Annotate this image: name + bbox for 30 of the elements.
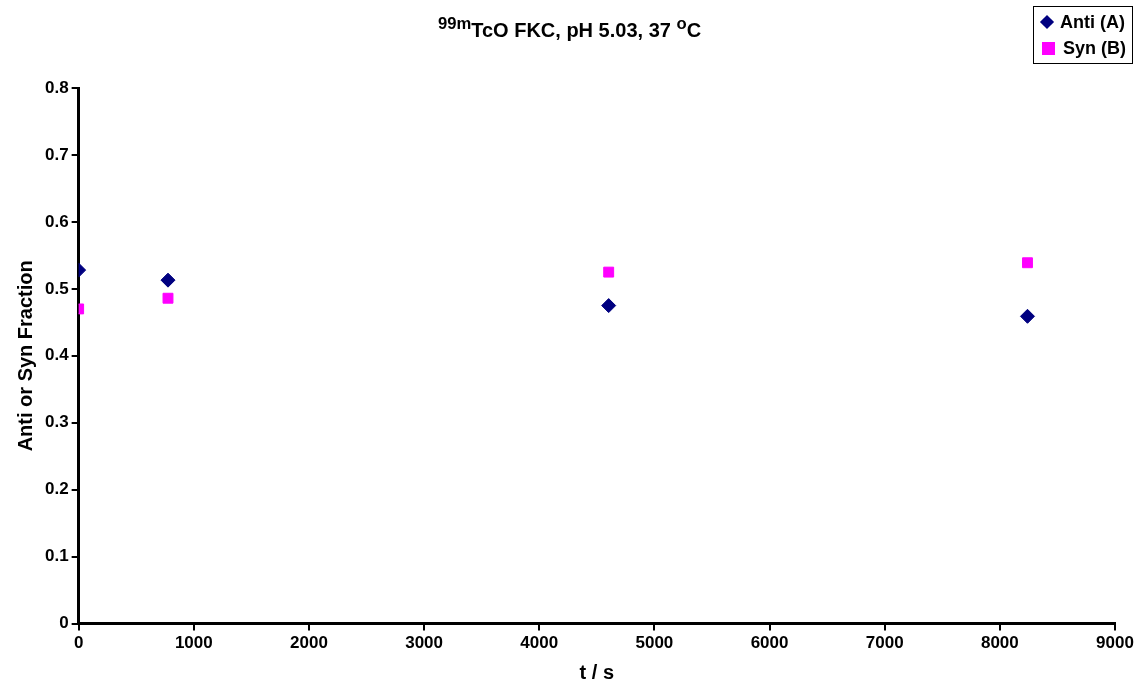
- y-tick-label: 0.7: [44, 144, 69, 164]
- y-tick-label: 0.8: [44, 77, 69, 97]
- y-tick-label: 0.1: [44, 546, 69, 566]
- point: [601, 298, 617, 314]
- y-tick-label: 0.4: [44, 345, 70, 365]
- x-tick-label: 2000: [290, 633, 328, 653]
- legend-label: Anti (A): [1060, 11, 1125, 34]
- y-tick-label: 0.2: [44, 479, 69, 499]
- x-axis-title: t / s: [579, 660, 615, 683]
- point: [160, 272, 176, 288]
- x-tick-label: 8000: [980, 633, 1019, 653]
- chart-title: $^{99m}$TcO FKC, pH 5.03, 37 $^{o}$C: [437, 14, 702, 41]
- point: [162, 292, 174, 304]
- x-tick-label: 7000: [865, 633, 904, 653]
- legend-label: Syn (B): [1063, 37, 1126, 60]
- x-tick-label: 6000: [750, 633, 789, 653]
- x-tick-label: 9000: [1096, 633, 1134, 653]
- y-tick-label: 0.5: [44, 278, 69, 298]
- x-tick-label: 5000: [635, 633, 674, 653]
- x-tick-label: 3000: [405, 633, 443, 653]
- y-tick-label: 0.3: [44, 412, 69, 432]
- point: [603, 266, 615, 278]
- x-tick-label: 1000: [174, 633, 213, 653]
- point: [1022, 257, 1033, 269]
- y-tick-label: 0: [59, 613, 69, 633]
- y-axis-title: Anti or Syn Fraction: [13, 260, 36, 452]
- x-tick-label: 0: [73, 633, 84, 653]
- point: [1019, 308, 1035, 324]
- y-tick-label: 0.6: [44, 211, 69, 231]
- x-tick-label: 4000: [520, 633, 559, 653]
